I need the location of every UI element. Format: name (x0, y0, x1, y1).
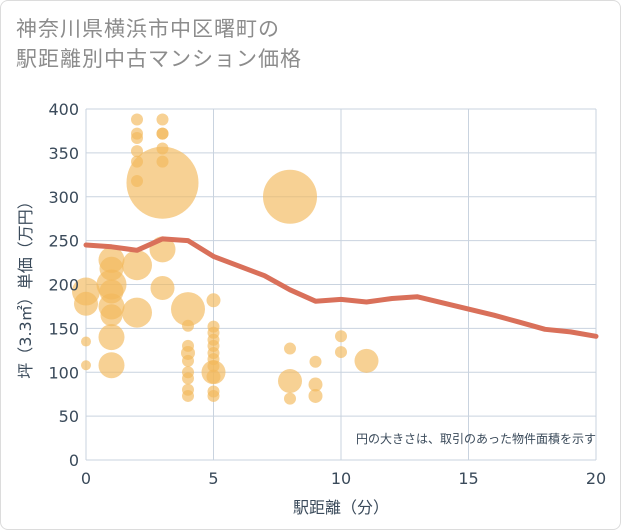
x-axis-label: 駅距離（分） (293, 498, 389, 517)
bubbles (72, 113, 379, 405)
y-tick-label-1: 50 (59, 407, 79, 426)
y-tick-label-0: 0 (69, 451, 79, 470)
bubble-48 (207, 389, 220, 402)
x-tick-labels: 0 5 10 15 20 (81, 469, 606, 488)
bubble-14 (131, 131, 143, 144)
bubble-57 (335, 346, 347, 359)
y-tick-label-8: 400 (48, 100, 79, 119)
y-tick-labels: 0 50 100 150 200 250 300 350 400 (48, 100, 79, 470)
bubble-12 (131, 113, 143, 126)
bubble-52 (284, 392, 296, 405)
y-tick-label-5: 250 (48, 232, 79, 251)
bubble-58 (354, 348, 379, 373)
x-tick-label-3: 15 (458, 469, 478, 488)
bubble-10 (98, 324, 125, 351)
bubble-34 (182, 372, 194, 385)
bubble-56 (335, 330, 347, 343)
bubble-46 (206, 369, 221, 384)
y-tick-label-3: 150 (48, 319, 79, 338)
x-tick-label-1: 5 (208, 469, 218, 488)
y-tick-label-2: 100 (48, 363, 79, 382)
bubble-1 (81, 360, 91, 371)
y-axis-label: 坪（3.3㎡）単価（万円） (16, 193, 35, 378)
x-tick-label-2: 10 (331, 469, 351, 488)
title-line-2: 駅距離別中古マンション価格 (16, 47, 302, 71)
y-tick-label-6: 300 (48, 188, 79, 207)
bubble-11 (98, 352, 125, 379)
bubble-3 (72, 277, 100, 306)
bubble-28 (171, 292, 205, 327)
y-tick-label-7: 350 (48, 144, 79, 163)
bubble-36 (182, 389, 194, 402)
bubble-27 (150, 276, 175, 301)
bubble-0 (81, 336, 91, 347)
bubble-55 (308, 388, 323, 403)
chart-note: 円の大きさは、取引のあった物件面積を示す (356, 431, 596, 446)
bubble-53 (309, 355, 322, 368)
x-tick-label-4: 20 (586, 469, 606, 488)
bubble-37 (206, 293, 221, 308)
chart-title: 神奈川県横浜市中区曙町の 駅距離別中古マンション価格 (16, 14, 302, 74)
bubble-22 (156, 127, 169, 140)
bubble-9 (100, 304, 123, 327)
bubble-29 (182, 319, 194, 332)
x-tick-label-0: 0 (81, 469, 91, 488)
bubble-51 (278, 369, 302, 394)
bubble-54 (308, 377, 323, 392)
title-line-1: 神奈川県横浜市中区曙町の (16, 17, 280, 41)
y-tick-label-4: 200 (48, 276, 79, 295)
trend-line (83, 236, 599, 339)
bubble-18 (122, 250, 152, 281)
bubble-20 (156, 113, 169, 126)
bubble-50 (284, 342, 296, 355)
bubble-15 (131, 145, 143, 158)
bubble-32 (182, 354, 194, 367)
bubble-49 (263, 169, 317, 224)
bubble-25 (126, 146, 199, 219)
bubble-19 (122, 297, 152, 328)
